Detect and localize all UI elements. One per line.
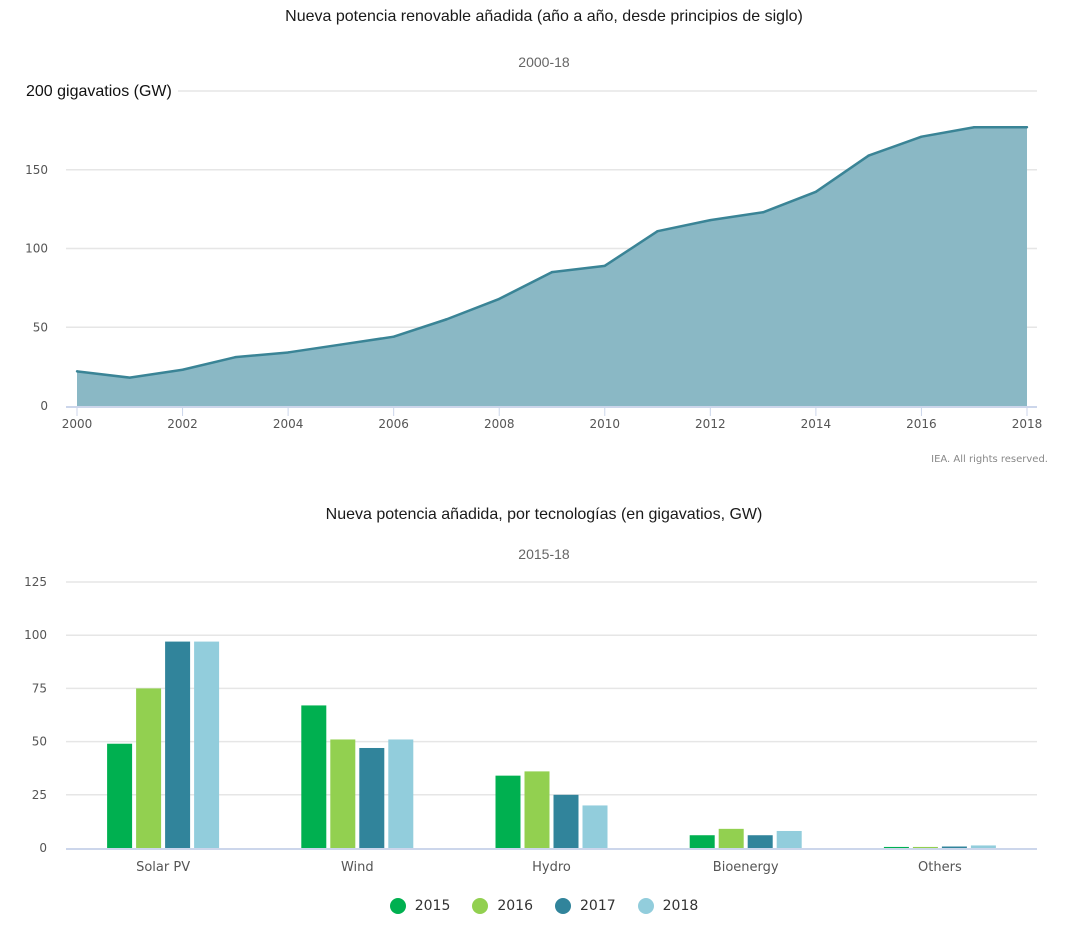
x-tick-label: 2008 (484, 417, 515, 431)
credit-text: IEA. All rights reserved. (931, 454, 1048, 465)
legend-item-2015[interactable]: 2015 (389, 898, 451, 914)
bar-solar-pv-2015 (107, 743, 133, 848)
bar-solar-pv-2017 (165, 641, 191, 848)
area-fill (77, 127, 1027, 406)
bar-bioenergy-2018 (776, 830, 802, 848)
data-point (761, 211, 765, 214)
x-tick-label: 2004 (273, 417, 304, 431)
x-category-label: Bioenergy (713, 860, 779, 875)
y-tick-label: 100 (25, 242, 48, 256)
x-tick-label: 2000 (62, 417, 93, 431)
bar-hydro-2015 (495, 775, 521, 848)
bar-chart: 0 25 50 75 100 125 Solar PV Wind Hydro Bioenergy O… (24, 575, 1037, 875)
x-tick-label: 2018 (1012, 417, 1043, 431)
data-point (181, 368, 184, 371)
legend-label: 2017 (580, 898, 616, 914)
data-point (867, 154, 870, 157)
bar-chart-subtitle: 2015-18 (518, 546, 570, 562)
bar-hydro-2018 (582, 805, 608, 848)
data-point (75, 370, 79, 373)
bar-others-2017 (941, 846, 967, 848)
legend-marker-2016 (472, 898, 489, 914)
bar-wind-2015 (301, 705, 327, 848)
data-point (1025, 126, 1029, 129)
data-point (973, 126, 976, 129)
y-tick-label: 75 (32, 681, 47, 695)
bar-wind-2017 (359, 747, 385, 848)
legend-item-2017[interactable]: 2017 (555, 898, 616, 914)
y-tick-label: 50 (32, 735, 47, 749)
data-point (498, 297, 501, 301)
legend-label: 2018 (662, 898, 699, 914)
data-point (920, 135, 923, 138)
bar-bioenergy-2016 (718, 828, 744, 848)
bar-others-2016 (912, 846, 938, 848)
area-chart-y-axis-label: 200 gigavatios (GW) (26, 83, 178, 101)
x-tick-label: 2006 (378, 417, 409, 431)
x-tick-label: 2014 (801, 417, 832, 431)
x-category-label: Hydro (532, 860, 571, 875)
area-chart: 0 50 100 150 2000 2002 2004 2006 2008 2010 2012 201… (25, 90, 1043, 431)
area-chart-subtitle: 2000-18 (518, 54, 570, 70)
bar-others-2015 (883, 846, 909, 848)
y-tick-label: 0 (40, 399, 48, 413)
legend-marker-2015 (389, 898, 406, 914)
data-point (814, 190, 818, 193)
x-category-label: Solar PV (136, 860, 190, 875)
data-point (550, 270, 554, 274)
bar-solar-pv-2016 (136, 688, 162, 848)
legend-label: 2016 (497, 898, 533, 914)
x-category-label: Others (918, 860, 962, 875)
x-tick-label: 2010 (590, 417, 621, 431)
x-category-label: Wind (341, 860, 374, 875)
x-tick-label: 2002 (167, 417, 198, 431)
bar-hydro-2016 (524, 771, 550, 848)
bar-solar-pv-2018 (194, 641, 220, 848)
data-point (234, 355, 237, 359)
bar-chart-legend: 2015 2016 2017 2018 (0, 898, 1088, 914)
x-tick-label: 2012 (695, 417, 726, 431)
data-point (392, 335, 395, 338)
legend-label: 2015 (414, 898, 451, 914)
y-tick-label: 125 (24, 575, 47, 589)
y-tick-label: 150 (25, 163, 48, 177)
legend-marker-2017 (555, 898, 571, 914)
y-tick-label: 0 (39, 841, 47, 855)
data-point (339, 343, 343, 346)
data-point (709, 218, 712, 222)
y-tick-label: 25 (32, 788, 47, 802)
area-chart-title: Nueva potencia renovable añadida (año a … (285, 8, 803, 25)
legend-marker-2018 (637, 898, 654, 914)
bar-hydro-2017 (553, 794, 579, 848)
legend-item-2016[interactable]: 2016 (472, 898, 533, 914)
bar-bioenergy-2017 (747, 835, 773, 848)
bar-chart-title: Nueva potencia añadida, por tecnologías … (325, 506, 763, 523)
data-point (128, 376, 131, 379)
data-point (603, 264, 606, 268)
y-tick-label: 100 (24, 628, 47, 642)
x-tick-label: 2016 (906, 417, 937, 431)
y-tick-label: 50 (33, 320, 48, 334)
bar-wind-2016 (330, 739, 356, 848)
data-point (445, 318, 448, 321)
data-point (656, 229, 659, 233)
data-point (286, 351, 290, 354)
legend-item-2018[interactable]: 2018 (637, 898, 699, 914)
bar-others-2018 (970, 845, 996, 848)
bar-bioenergy-2015 (689, 835, 715, 848)
bar-wind-2018 (388, 739, 414, 848)
